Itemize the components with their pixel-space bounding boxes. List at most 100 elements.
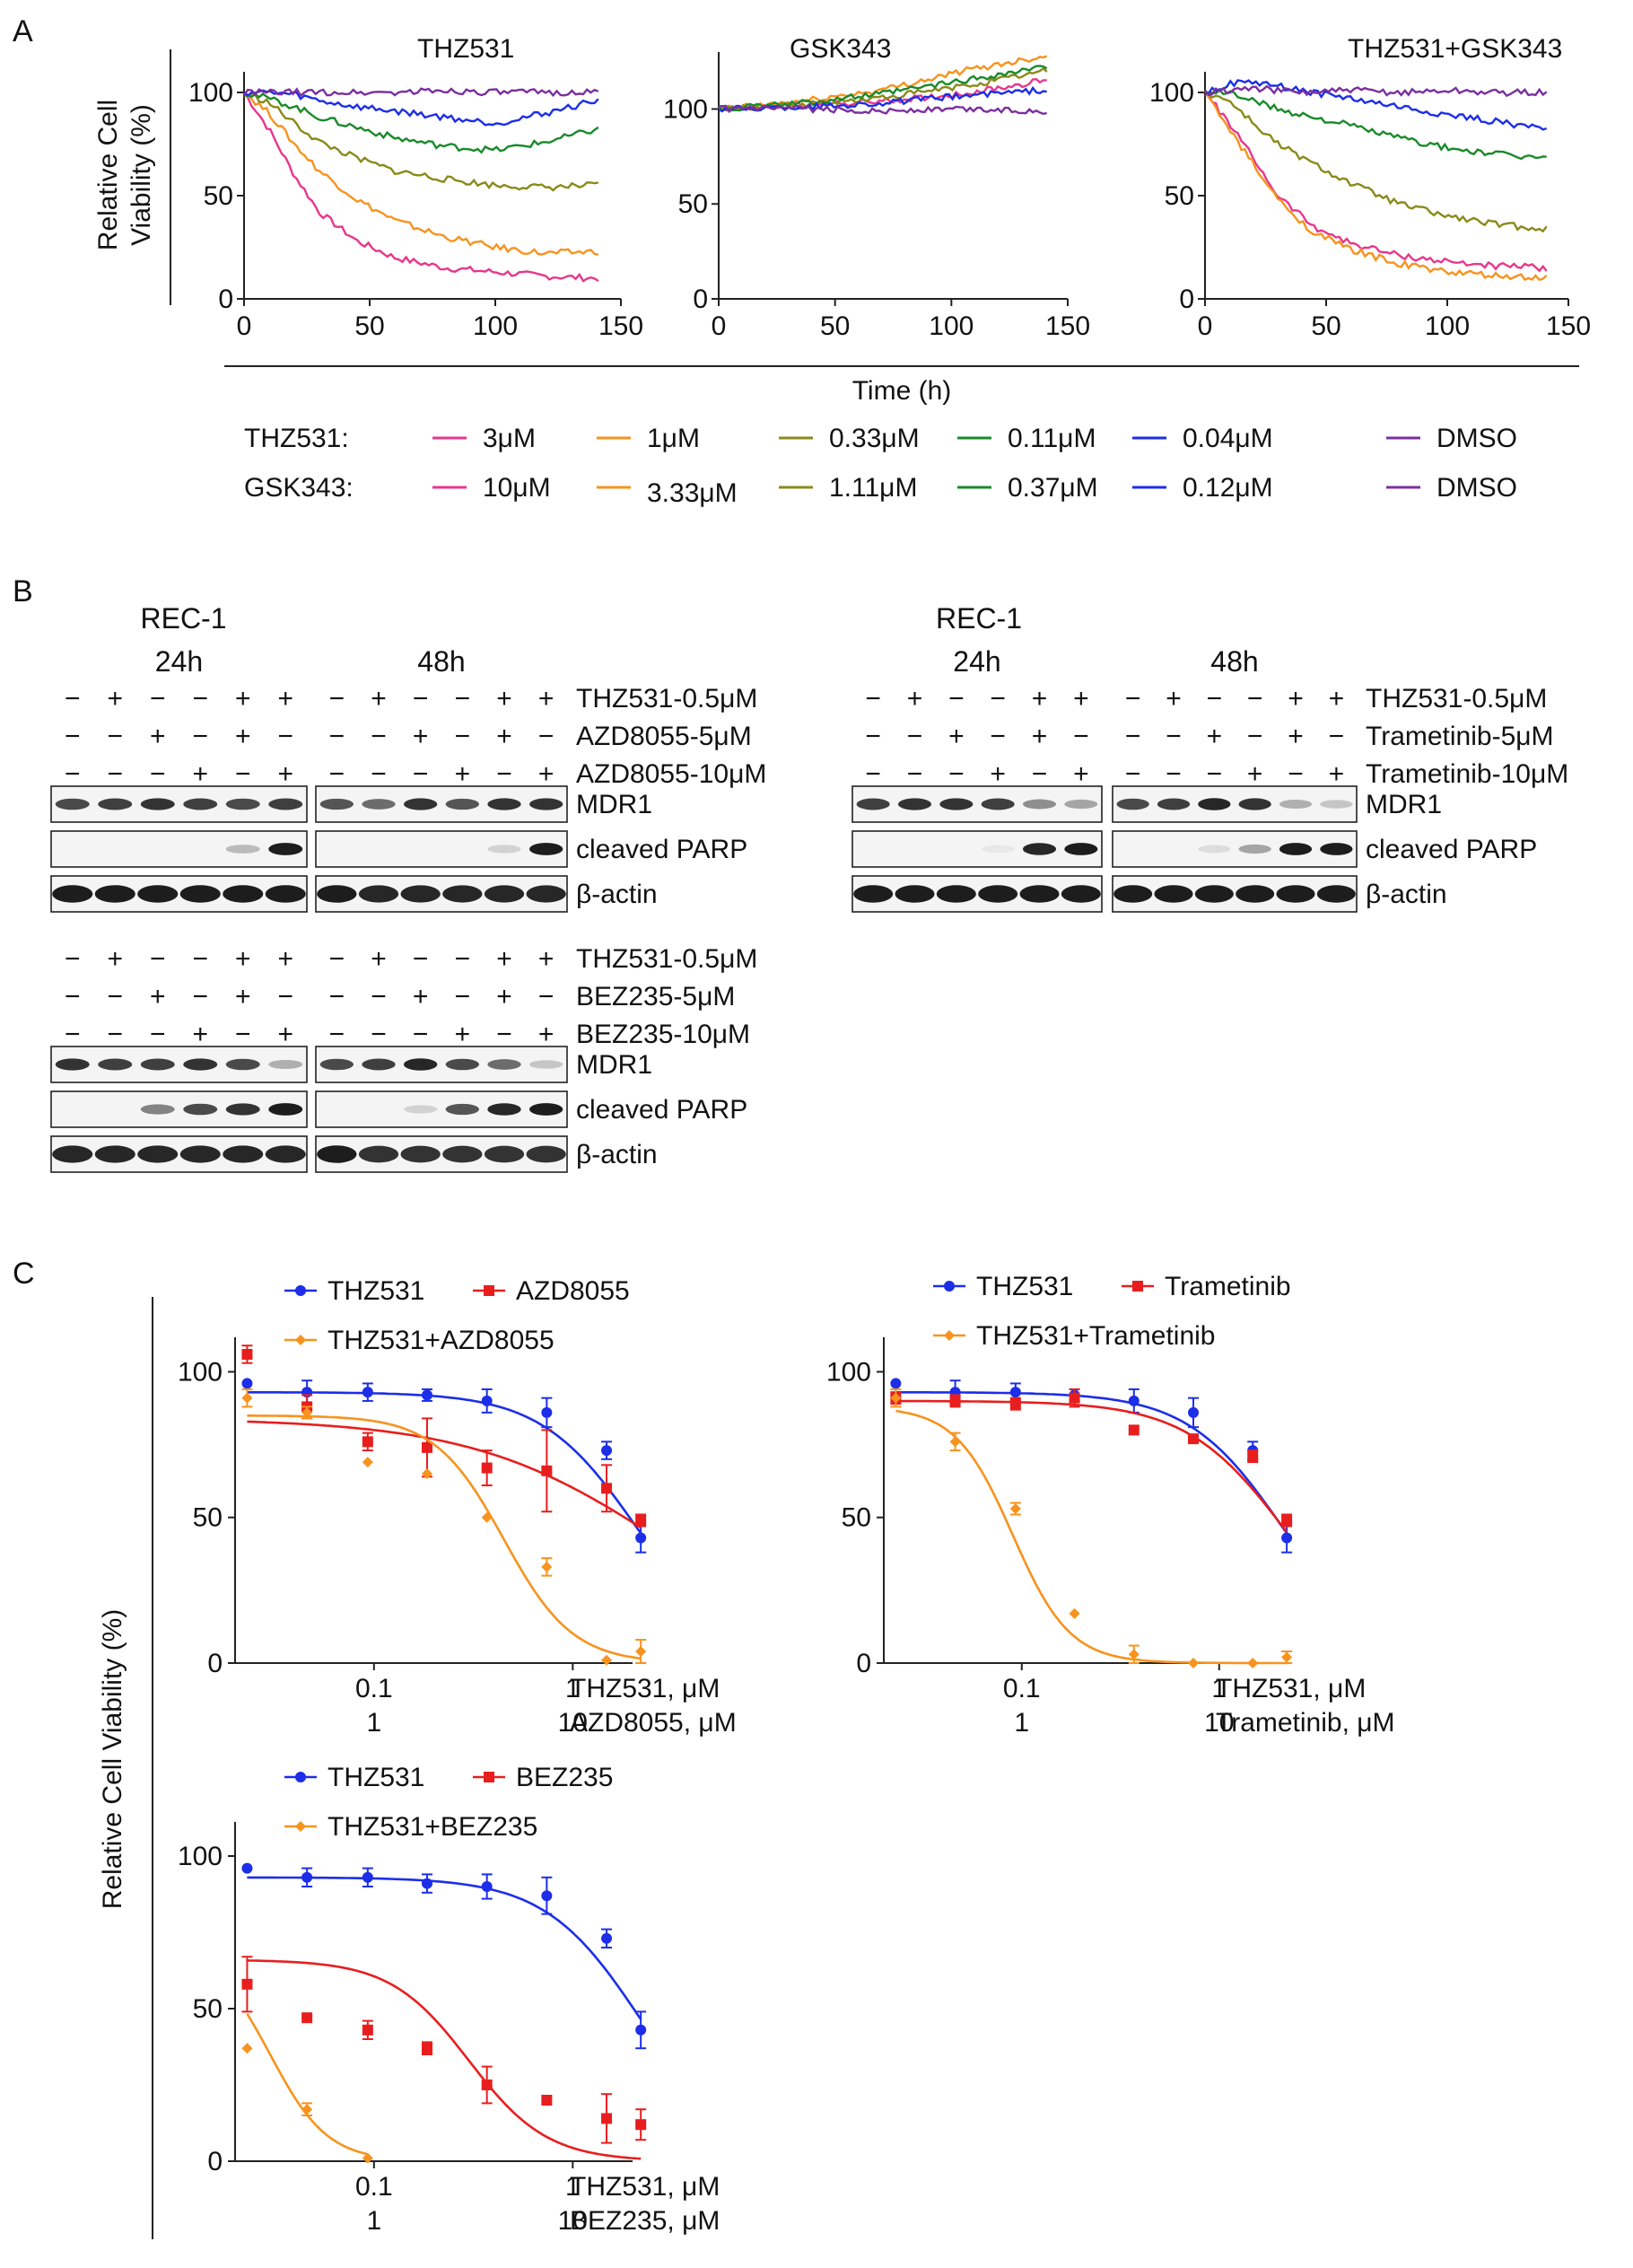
y-tick-label: 100: [178, 1842, 223, 1871]
legend-item-label: 3μM: [483, 424, 536, 453]
blot-band: [404, 1105, 438, 1114]
blot-timepoint: 24h: [953, 645, 1000, 678]
data-point: [241, 2043, 253, 2054]
blot-band: [1116, 798, 1149, 810]
treatment-sign: −: [865, 759, 881, 789]
data-point: [1128, 1424, 1140, 1436]
x-tick-label: 0.1: [1003, 1674, 1041, 1703]
treatment-label: Trametinib-10μM: [1366, 759, 1568, 789]
panel-c-ylabel: Relative Cell Viability (%): [98, 1609, 127, 1910]
data-point: [422, 1441, 433, 1453]
treatment-sign: −: [1207, 684, 1223, 714]
x-tick-label: 0: [1198, 311, 1213, 341]
data-point: [1281, 1532, 1293, 1544]
treatment-sign: −: [455, 944, 471, 974]
data-point: [362, 1457, 373, 1468]
fit-curve-1: [895, 1399, 1288, 1533]
blot-band: [98, 798, 133, 810]
x2-axis-title: Trametinib, μM: [1216, 1708, 1395, 1738]
legend-label: Trametinib: [1165, 1272, 1291, 1301]
treatment-sign: −: [948, 684, 965, 714]
series-line-3: [1204, 88, 1547, 161]
blot-strip: [315, 785, 568, 823]
treatment-label: THZ531-0.5μM: [1366, 684, 1547, 714]
treatment-sign: −: [107, 1020, 123, 1049]
blot-row-label: MDR1: [576, 790, 652, 819]
treatment-sign: −: [65, 759, 81, 789]
blot-band: [487, 845, 521, 854]
legend-marker: [1132, 1281, 1143, 1292]
treatment-sign: −: [865, 684, 881, 714]
legend-item-label: 10μM: [483, 473, 551, 503]
treatment-sign: +: [192, 1020, 208, 1049]
data-point: [1247, 1658, 1259, 1668]
blot-strip: [50, 1135, 308, 1173]
series-line-4: [1204, 79, 1548, 131]
blot-band: [1238, 798, 1271, 810]
treatment-sign: −: [538, 982, 555, 1011]
data-point: [422, 1878, 433, 1889]
x-tick-label: 100: [1425, 311, 1470, 341]
treatment-sign: +: [496, 944, 512, 974]
treatment-sign: −: [150, 944, 166, 974]
blot-band: [183, 798, 218, 810]
treatment-sign: −: [65, 982, 81, 1011]
series-line-5: [718, 104, 1047, 116]
series-line-0: [1204, 92, 1548, 273]
blot-band: [529, 1103, 563, 1116]
y-tick-label: 100: [826, 1357, 871, 1387]
treatment-sign: −: [496, 1020, 512, 1049]
treatment-sign: −: [455, 684, 471, 714]
series-line-2: [243, 91, 599, 192]
treatment-sign: −: [192, 684, 208, 714]
series-line-4: [718, 85, 1047, 113]
blot-band: [268, 1059, 303, 1070]
data-point: [362, 2152, 373, 2164]
data-point: [541, 1465, 553, 1476]
data-point: [1009, 1387, 1021, 1398]
blot-band: [936, 885, 976, 903]
blot-band: [487, 1103, 521, 1116]
data-point: [1247, 1450, 1259, 1462]
blot-band: [400, 885, 441, 903]
blot-band: [179, 1145, 221, 1163]
treatment-sign: −: [107, 722, 123, 751]
data-point: [949, 1436, 961, 1448]
treatment-sign: −: [192, 722, 208, 751]
blot-row-label: β-actin: [1366, 880, 1447, 909]
blot-strip: [315, 1090, 568, 1128]
data-point: [301, 2012, 313, 2024]
blot-band: [94, 885, 135, 903]
blot-band: [52, 885, 93, 903]
series-line-0: [243, 92, 599, 283]
blot-band: [1022, 799, 1057, 810]
treatment-sign: −: [1125, 684, 1141, 714]
treatment-sign: −: [192, 944, 208, 974]
chart-title: GSK343: [790, 34, 891, 64]
x-axis-title: THZ531, μM: [570, 1674, 720, 1703]
data-point: [241, 1978, 253, 1990]
treatment-sign: −: [1329, 722, 1345, 751]
fit-curve-1: [247, 1959, 642, 2160]
treatment-sign: +: [413, 982, 429, 1011]
treatment-label: THZ531-0.5μM: [576, 684, 757, 714]
treatment-sign: −: [538, 722, 555, 751]
data-point: [541, 1890, 553, 1902]
data-point: [362, 1387, 373, 1398]
blot-band: [319, 1058, 354, 1071]
treatment-sign: +: [907, 684, 923, 714]
blot-band: [1022, 843, 1057, 855]
treatment-label: Trametinib-5μM: [1366, 722, 1554, 751]
data-point: [301, 1406, 313, 1418]
data-point: [1128, 1649, 1140, 1660]
blot-strip: [1112, 875, 1358, 913]
blot-band: [1061, 885, 1101, 903]
panel-label-b: B: [13, 574, 33, 609]
blot-timepoint: 24h: [155, 645, 203, 678]
blot-band: [526, 1145, 566, 1163]
legend-item-label: 3.33μM: [647, 478, 738, 508]
blot-band: [445, 1058, 479, 1071]
series-line-4: [243, 89, 599, 127]
blot-band: [265, 1145, 306, 1163]
